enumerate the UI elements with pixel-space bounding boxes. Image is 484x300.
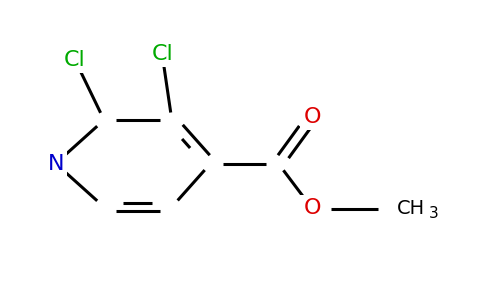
Text: CH: CH <box>397 199 425 218</box>
Text: 3: 3 <box>428 206 438 220</box>
Text: N: N <box>47 154 64 173</box>
Text: O: O <box>303 107 321 127</box>
Text: Cl: Cl <box>64 50 86 70</box>
Text: Cl: Cl <box>151 44 173 64</box>
Text: O: O <box>303 199 321 218</box>
